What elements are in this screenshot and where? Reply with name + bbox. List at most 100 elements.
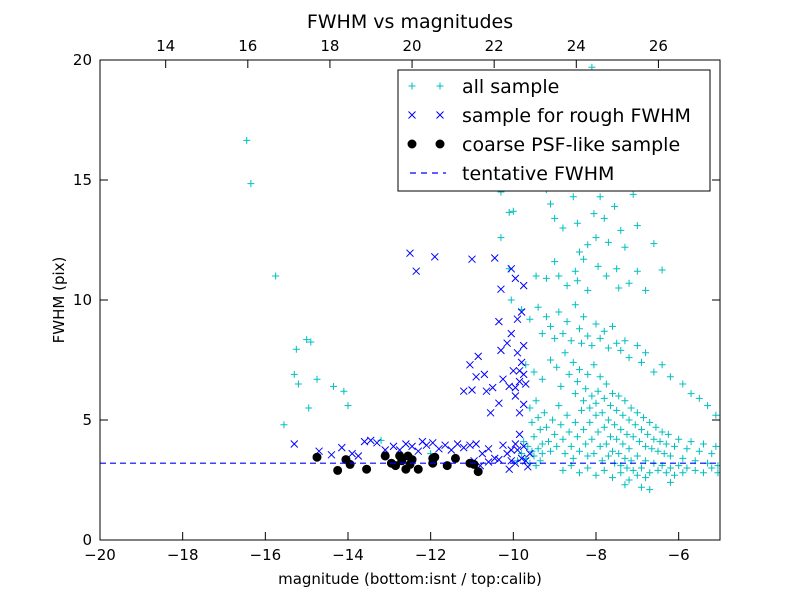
all-sample-point <box>584 332 592 340</box>
y-tick-label: 20 <box>73 51 92 69</box>
all-sample-point <box>633 267 641 275</box>
all-sample-point <box>575 248 583 256</box>
all-sample-point <box>518 450 526 458</box>
rough-fwhm-point <box>468 386 476 394</box>
all-sample-point <box>671 442 679 450</box>
rough-fwhm-point <box>517 308 526 316</box>
rough-fwhm-point <box>505 465 514 474</box>
all-sample-point <box>606 433 614 441</box>
all-sample-point <box>648 445 656 453</box>
all-sample-point <box>600 423 608 431</box>
all-sample-point <box>569 358 577 366</box>
all-sample-point <box>596 334 604 342</box>
all-sample-point <box>644 430 652 438</box>
all-sample-point <box>621 481 629 489</box>
all-sample-point <box>629 190 637 198</box>
all-sample-point <box>609 322 617 330</box>
all-sample-point <box>600 466 608 474</box>
all-sample-point <box>559 330 567 338</box>
all-sample-point <box>596 193 604 201</box>
all-sample-point <box>538 450 546 458</box>
rough-fwhm-point <box>521 380 530 388</box>
rough-fwhm-point <box>503 339 511 348</box>
legend-label: all sample <box>462 76 559 98</box>
psf-like-point <box>469 459 479 469</box>
all-sample-point <box>650 368 658 376</box>
all-sample-point <box>571 267 579 275</box>
all-sample-point <box>621 337 629 345</box>
all-sample-point <box>712 411 720 419</box>
all-sample-point <box>664 430 672 438</box>
all-sample-point <box>695 447 703 455</box>
all-sample-point <box>617 469 625 477</box>
rough-fwhm-point <box>503 449 511 458</box>
rough-fwhm-point <box>474 352 483 361</box>
all-sample-point <box>633 471 641 479</box>
all-sample-point <box>571 301 579 309</box>
all-sample-point <box>619 440 627 448</box>
rough-fwhm-point <box>495 399 503 408</box>
all-sample-point <box>272 272 280 280</box>
all-sample-point <box>573 378 581 386</box>
all-sample-point <box>596 373 604 381</box>
all-sample-point <box>687 438 695 446</box>
all-sample-point <box>629 433 637 441</box>
psf-like-point <box>333 465 343 475</box>
top-x-tick-label: 26 <box>649 37 668 55</box>
y-tick-label: 0 <box>82 531 92 549</box>
all-sample-point <box>505 208 513 216</box>
all-sample-point <box>592 399 600 407</box>
legend-label: sample for rough FWHM <box>462 105 691 127</box>
all-sample-point <box>609 474 617 482</box>
legend-marker <box>408 111 416 119</box>
all-sample-point <box>695 394 703 402</box>
all-sample-point <box>666 478 674 486</box>
all-sample-point <box>592 320 600 328</box>
all-sample-point <box>575 366 583 374</box>
all-sample-point <box>507 296 515 304</box>
all-sample-point <box>613 339 621 347</box>
all-sample-point <box>642 442 650 450</box>
all-sample-point <box>625 416 633 424</box>
x-axis-label: magnitude (bottom:isnt / top:calib) <box>278 570 542 588</box>
all-sample-point <box>553 363 561 371</box>
all-sample-point <box>660 450 668 458</box>
rough-fwhm-point <box>441 441 449 450</box>
ticks-layer: −20 −18 −16 −14 −12 −10 −8 −6 14 16 18 20 22 24 26 0 5 10… <box>73 37 720 564</box>
all-sample-point <box>559 224 567 232</box>
all-sample-point <box>708 464 716 472</box>
all-sample-point <box>575 469 583 477</box>
all-sample-point <box>658 428 666 436</box>
all-sample-point <box>652 423 660 431</box>
all-sample-point <box>280 421 288 429</box>
psf-like-point <box>450 453 460 463</box>
all-sample-point <box>637 426 645 434</box>
all-sample-point <box>565 370 573 378</box>
all-sample-point <box>571 390 579 398</box>
all-sample-point <box>555 272 563 280</box>
all-sample-point <box>637 464 645 472</box>
all-sample-point <box>569 454 577 462</box>
all-sample-point <box>662 440 670 448</box>
all-sample-point <box>699 469 707 477</box>
rough-fwhm-point <box>414 447 423 456</box>
all-sample-point <box>532 462 540 470</box>
legend-marker <box>436 111 444 119</box>
rough-fwhm-point <box>486 408 495 417</box>
rough-fwhm-point <box>354 452 363 460</box>
all-sample-point <box>538 375 546 383</box>
all-sample-point <box>637 483 645 491</box>
rough-fwhm-point <box>422 441 431 450</box>
rough-fwhm-point <box>290 440 299 448</box>
all-sample-point <box>666 452 674 460</box>
all-sample-point <box>646 469 654 477</box>
all-sample-point <box>691 466 699 474</box>
all-sample-point <box>561 450 569 458</box>
all-sample-point <box>666 373 674 381</box>
all-sample-point <box>590 210 598 218</box>
points-layer <box>100 63 720 494</box>
all-sample-point <box>679 469 687 477</box>
all-sample-point <box>687 390 695 398</box>
all-sample-point <box>563 411 571 419</box>
